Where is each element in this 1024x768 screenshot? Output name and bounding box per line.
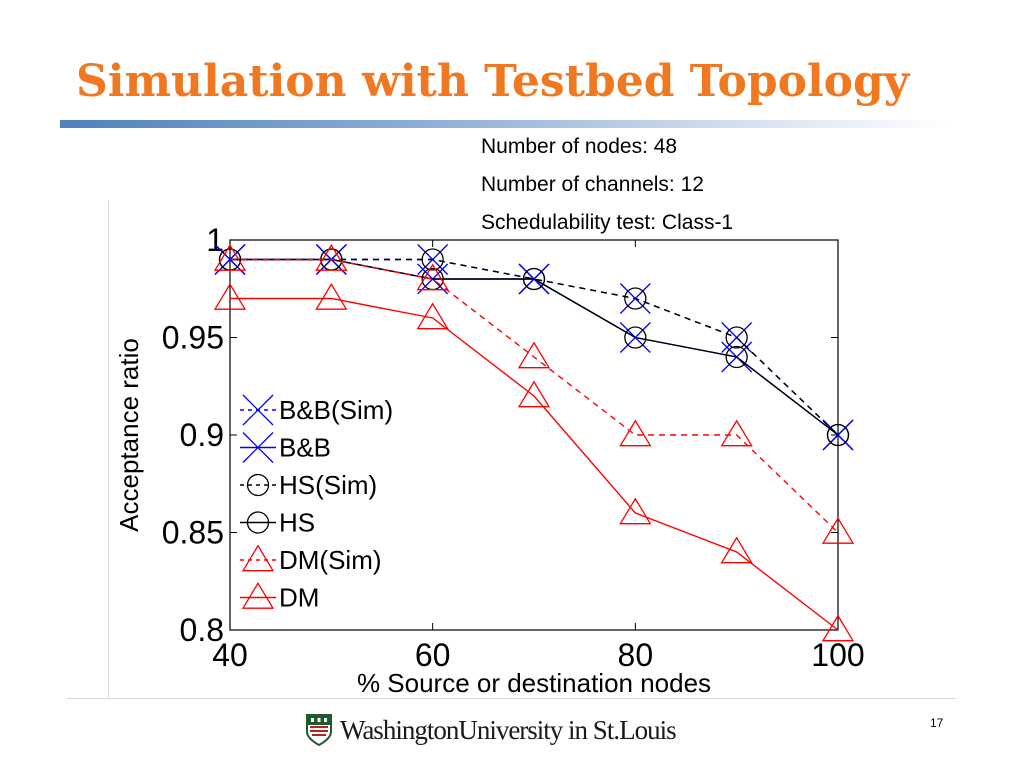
legend-label-b-b: B&B <box>279 433 331 463</box>
info-nodes: Number of nodes: 48 <box>481 135 678 158</box>
data-point-dm <box>213 282 247 310</box>
chart-frame <box>108 200 957 698</box>
legend-label-hs-sim: HS(Sim) <box>279 470 377 500</box>
university-logo-text: WashingtonUniversity in St.Louis <box>340 714 677 745</box>
x-tick-label: 100 <box>811 637 864 673</box>
y-tick-label: 0.95 <box>162 320 224 356</box>
x-tick-label: 80 <box>618 637 654 673</box>
data-point-dm-sim <box>213 243 247 271</box>
data-point-dm-sim <box>619 419 652 447</box>
y-tick-label: 0.8 <box>180 612 224 648</box>
data-point-dm <box>315 282 348 310</box>
title-divider <box>60 120 950 128</box>
series-line-dm <box>230 297 839 631</box>
slide-title: Simulation with Testbed Topology <box>76 56 910 107</box>
legend-label-dm-sim: DM(Sim) <box>279 545 382 575</box>
data-point-dm-sim <box>416 263 449 291</box>
y-tick-label: 0.9 <box>180 417 224 453</box>
chart-divider <box>66 698 956 699</box>
data-point-dm <box>416 302 449 330</box>
data-point-dm <box>720 536 753 564</box>
legend-label-b-b-sim: B&B(Sim) <box>279 395 393 425</box>
data-point-hs <box>522 267 546 291</box>
x-tick-label: 40 <box>212 637 248 673</box>
info-schedulability-test: Schedulability test: Class-1 <box>481 211 734 234</box>
data-point-dm <box>821 614 855 642</box>
data-point-hs <box>624 326 647 349</box>
data-point-dm-sim <box>315 243 348 271</box>
y-tick-label: 0.85 <box>162 515 224 551</box>
legend-marker-hs <box>246 511 270 534</box>
simulation-parameters: Number of nodes: 48 Number of channels: … <box>481 128 733 242</box>
data-point-hs <box>725 345 748 369</box>
series-line-dm-sim <box>230 258 839 534</box>
data-point-hs-sim <box>421 248 444 271</box>
info-channels: Number of channels: 12 <box>481 173 704 196</box>
legend-marker-hs-sim <box>246 473 270 497</box>
legend-label-hs: HS <box>279 508 315 538</box>
data-point-dm-sim <box>821 516 855 544</box>
data-point-hs <box>826 423 850 447</box>
x-tick-label: 60 <box>415 637 451 673</box>
data-point-dm-sim <box>720 419 753 447</box>
legend-marker-b-b-sim <box>242 394 274 426</box>
data-point-dm <box>517 380 551 408</box>
university-logo: WashingtonUniversity in St.Louis <box>306 712 677 748</box>
x-axis-label: % Source or destination nodes <box>357 668 711 698</box>
data-point-dm <box>619 497 652 525</box>
data-point-hs-sim <box>624 287 647 310</box>
legend-marker-dm <box>241 581 275 609</box>
y-axis-label: Acceptance ratio <box>114 338 144 532</box>
legend-marker-dm-sim <box>241 544 275 572</box>
page-number: 17 <box>930 716 944 730</box>
legend-marker-b-b <box>242 432 274 463</box>
data-point-dm-sim <box>517 341 551 369</box>
shield-icon <box>306 714 332 747</box>
data-point-hs-sim <box>725 326 748 349</box>
legend-label-dm: DM <box>279 583 319 613</box>
